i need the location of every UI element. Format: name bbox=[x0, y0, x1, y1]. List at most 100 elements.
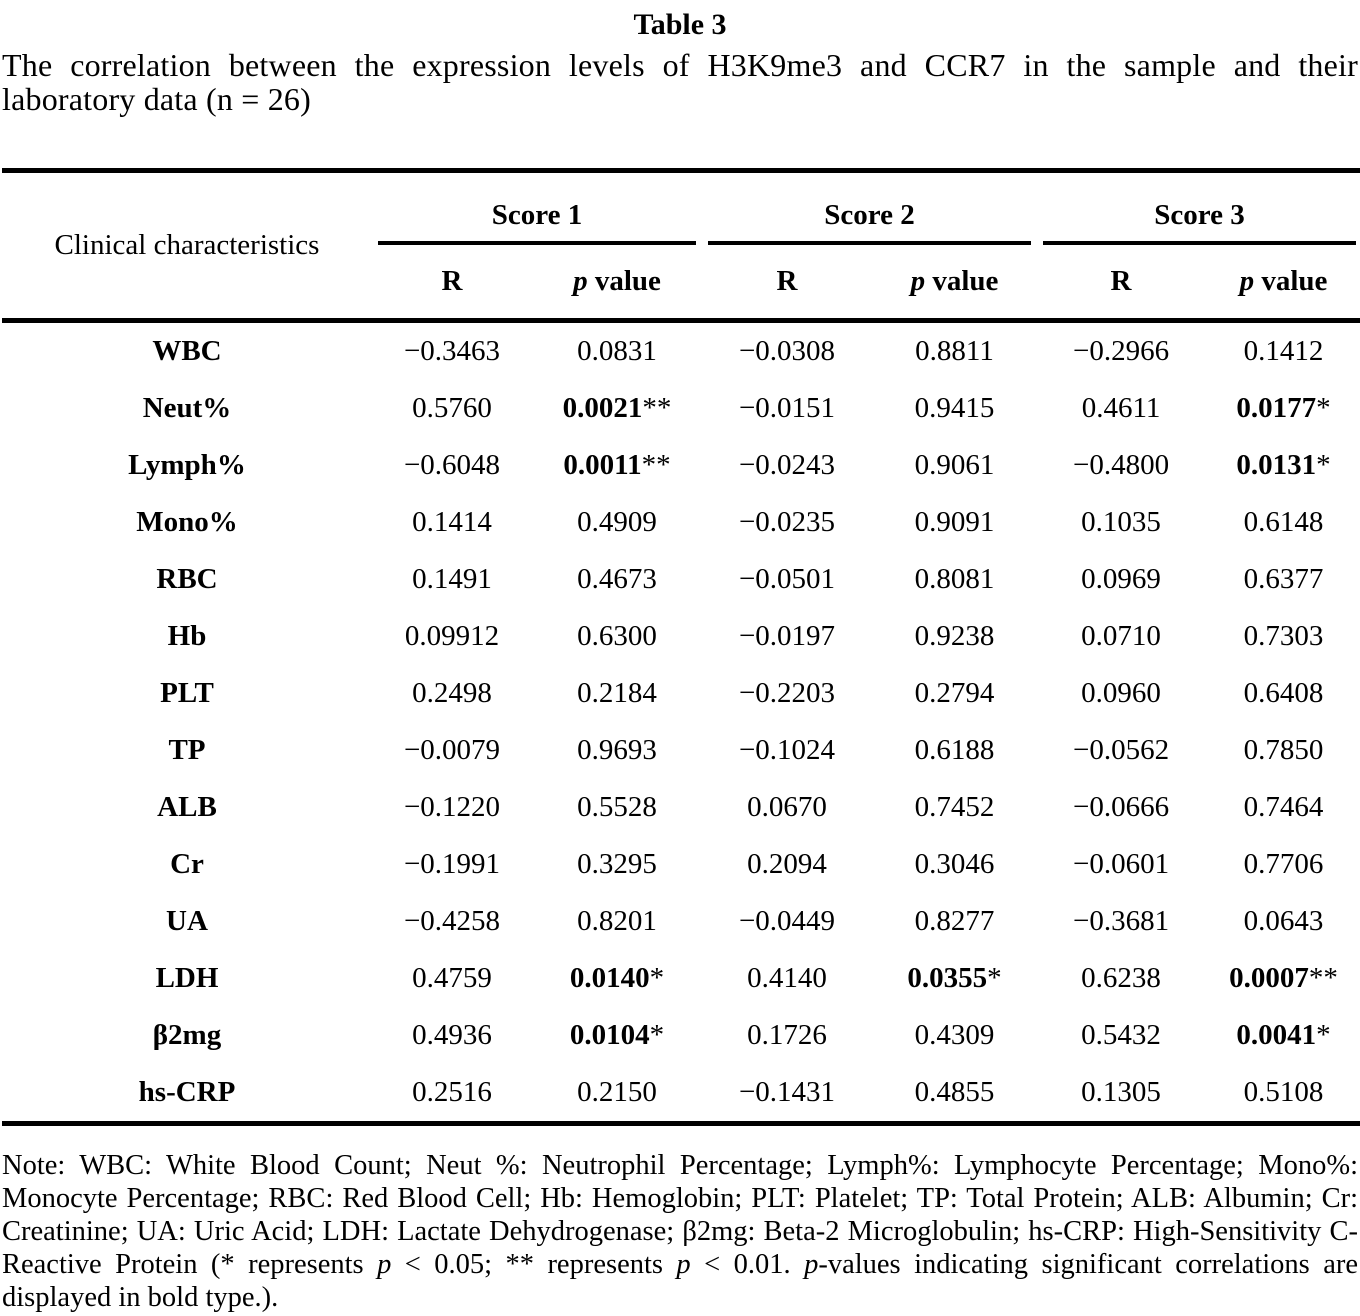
data-cell: −0.4800 bbox=[1072, 449, 1170, 481]
row-label: UA bbox=[166, 905, 208, 937]
data-cell: 0.5760 bbox=[412, 392, 492, 424]
data-cell: 0.4855 bbox=[914, 1076, 995, 1108]
data-cell: 0.0643 bbox=[1243, 905, 1324, 937]
column-header-pvalue-score2: p value bbox=[872, 245, 1038, 323]
data-cell: −0.0308 bbox=[738, 335, 836, 367]
column-header-pvalue-score3: p value bbox=[1205, 245, 1360, 323]
data-cell: 0.0104* bbox=[569, 1019, 665, 1051]
column-group-score2-label: Score 2 bbox=[708, 199, 1032, 245]
significance-asterisk: * bbox=[649, 962, 665, 994]
column-header-pvalue-score1: p value bbox=[532, 245, 703, 323]
data-cell: 0.8081 bbox=[914, 563, 995, 595]
table-row: hs-CRP 0.2516 0.2150 −0.1431 0.4855 0.1305 0.5… bbox=[2, 1064, 1360, 1124]
table-row: Cr −0.1991 0.3295 0.2094 0.3046 −0.0601 0.7706 bbox=[2, 836, 1360, 893]
data-cell: 0.7452 bbox=[914, 791, 995, 823]
significance-asterisk: * bbox=[1316, 1019, 1331, 1051]
data-cell: −0.0079 bbox=[403, 734, 501, 766]
significance-asterisk: ** bbox=[642, 392, 672, 424]
data-cell: 0.0969 bbox=[1081, 563, 1161, 595]
data-cell: 0.6148 bbox=[1243, 506, 1324, 538]
subheader-row: R p value R p value R p value bbox=[2, 245, 1360, 323]
data-cell: 0.0007** bbox=[1229, 962, 1338, 994]
data-cell: 0.4673 bbox=[577, 563, 657, 595]
significance-asterisk: * bbox=[1316, 392, 1331, 424]
row-label: Mono% bbox=[136, 506, 238, 538]
data-cell: 0.1305 bbox=[1081, 1076, 1161, 1108]
data-cell: 0.9091 bbox=[914, 506, 995, 538]
column-group-score3: Score 3 bbox=[1037, 171, 1360, 245]
data-cell: −0.3681 bbox=[1072, 905, 1170, 937]
data-cell: 0.6188 bbox=[914, 734, 995, 766]
column-header-clinical-characteristics: Clinical characteristics bbox=[2, 170, 372, 323]
significance-asterisk: * bbox=[987, 962, 1002, 994]
data-cell: 0.4759 bbox=[412, 962, 492, 994]
data-cell: −0.1024 bbox=[738, 734, 836, 766]
row-label: RBC bbox=[156, 563, 218, 595]
data-cell: 0.2794 bbox=[914, 677, 995, 709]
table-row: WBC −0.3463 0.0831 −0.0308 0.8811 −0.2966 0.14… bbox=[2, 321, 1360, 381]
data-cell: 0.2516 bbox=[412, 1076, 492, 1108]
data-cell: 0.7850 bbox=[1243, 734, 1324, 766]
row-label: WBC bbox=[152, 335, 222, 367]
table-row: TP −0.0079 0.9693 −0.1024 0.6188 −0.0562 0.785… bbox=[2, 722, 1360, 779]
data-cell: 0.0011** bbox=[563, 449, 671, 481]
data-cell: −0.0666 bbox=[1072, 791, 1170, 823]
data-cell: 0.6408 bbox=[1243, 677, 1324, 709]
row-label: β2mg bbox=[152, 1019, 222, 1051]
data-cell: 0.8811 bbox=[915, 335, 994, 367]
data-cell: −0.0601 bbox=[1072, 848, 1170, 880]
data-cell: 0.0021** bbox=[562, 392, 672, 424]
significance-asterisk: * bbox=[1316, 449, 1331, 481]
data-cell: 0.7303 bbox=[1243, 620, 1324, 652]
row-label: Lymph% bbox=[128, 449, 246, 481]
data-cell: 0.6300 bbox=[577, 620, 657, 652]
data-cell: 0.4309 bbox=[914, 1019, 995, 1051]
data-cell: 0.0710 bbox=[1081, 620, 1161, 652]
data-cell: 0.4909 bbox=[577, 506, 657, 538]
row-label: ALB bbox=[157, 791, 217, 823]
data-cell: −0.0562 bbox=[1072, 734, 1170, 766]
data-cell: 0.0960 bbox=[1081, 677, 1161, 709]
data-cell: 0.4611 bbox=[1081, 392, 1161, 424]
data-cell: −0.0501 bbox=[738, 563, 836, 595]
data-cell: 0.2150 bbox=[577, 1076, 657, 1108]
data-cell: 0.6238 bbox=[1081, 962, 1161, 994]
data-cell: 0.5108 bbox=[1243, 1076, 1324, 1108]
table-row: β2mg 0.4936 0.0104* 0.1726 0.4309 0.5432 0.004… bbox=[2, 1007, 1360, 1064]
table-row: ALB −0.1220 0.5528 0.0670 0.7452 −0.0666 0.746… bbox=[2, 779, 1360, 836]
table-row: UA −0.4258 0.8201 −0.0449 0.8277 −0.3681 0.064… bbox=[2, 893, 1360, 950]
data-cell: 0.0041* bbox=[1236, 1019, 1331, 1051]
table-caption: The correlation between the expression l… bbox=[2, 47, 1358, 117]
data-cell: 0.3046 bbox=[914, 848, 995, 880]
data-cell: 0.1414 bbox=[412, 506, 492, 538]
data-cell: 0.2498 bbox=[412, 677, 492, 709]
data-cell: −0.3463 bbox=[403, 335, 501, 367]
column-group-score1: Score 1 bbox=[372, 171, 702, 245]
data-cell: 0.9415 bbox=[914, 392, 995, 424]
row-label: Neut% bbox=[142, 392, 232, 424]
spanner-row: Clinical characteristics Score 1 Score 2… bbox=[2, 170, 1360, 323]
data-cell: 0.0140* bbox=[569, 962, 665, 994]
row-label: LDH bbox=[155, 962, 219, 994]
data-cell: −0.0449 bbox=[738, 905, 836, 937]
column-group-score1-label: Score 1 bbox=[378, 199, 697, 245]
data-cell: 0.5528 bbox=[577, 791, 657, 823]
row-label: TP bbox=[168, 734, 206, 766]
data-cell: 0.2184 bbox=[577, 677, 657, 709]
table-row: LDH 0.4759 0.0140* 0.4140 0.0355* 0.6238 0.000… bbox=[2, 950, 1360, 1007]
data-cell: 0.1491 bbox=[412, 563, 492, 595]
column-group-score3-label: Score 3 bbox=[1043, 199, 1357, 245]
column-header-r-score1: R bbox=[372, 245, 532, 323]
column-group-score2: Score 2 bbox=[702, 171, 1037, 245]
data-cell: −0.1220 bbox=[403, 791, 501, 823]
data-cell: −0.0243 bbox=[738, 449, 836, 481]
data-cell: 0.9693 bbox=[577, 734, 657, 766]
table-row: Hb 0.09912 0.6300 −0.0197 0.9238 0.0710 0.7303 bbox=[2, 608, 1360, 665]
data-cell: 0.9238 bbox=[914, 620, 995, 652]
data-cell: 0.4140 bbox=[747, 962, 827, 994]
table-row: RBC 0.1491 0.4673 −0.0501 0.8081 0.0969 0.6377 bbox=[2, 551, 1360, 608]
table-row: Lymph% −0.6048 0.0011** −0.0243 0.9061 −0.480… bbox=[2, 437, 1360, 494]
row-label: hs-CRP bbox=[138, 1076, 236, 1108]
data-cell: 0.0670 bbox=[747, 791, 827, 823]
